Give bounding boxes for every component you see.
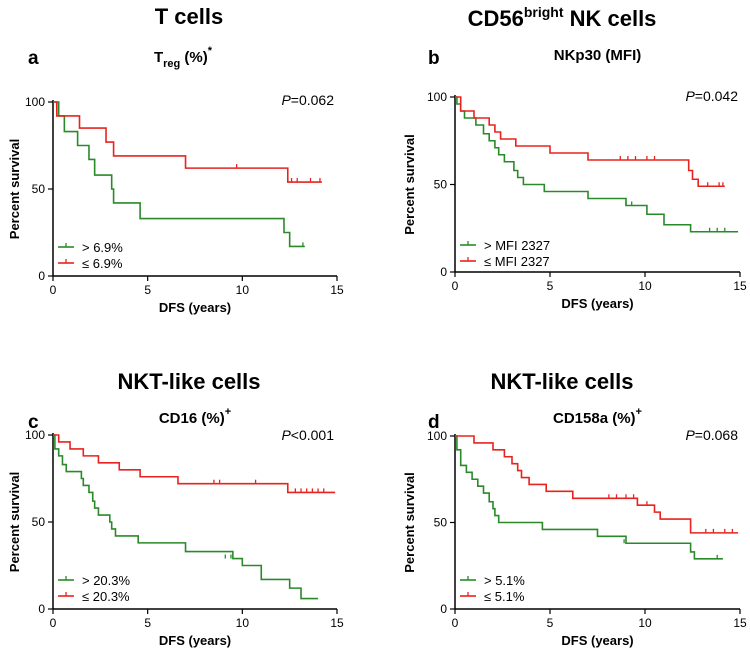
section-title-cd56-after: NK cells bbox=[563, 6, 656, 31]
p-value-number: =0.062 bbox=[291, 92, 334, 108]
subtitle-sup: + bbox=[636, 406, 642, 418]
panel-b: b NKp30 (MFI) 0 50 100 0 5 10 15 DFS (years) Perce… bbox=[402, 47, 747, 311]
p-value-number: =0.068 bbox=[695, 427, 738, 443]
panel-subtitle-a: Treg (%)* bbox=[154, 45, 213, 70]
y-axis-label: Percent survival bbox=[7, 139, 22, 239]
survival-curve-below bbox=[53, 101, 322, 183]
survival-curve-above bbox=[455, 96, 739, 233]
legend-label: ≤ 5.1% bbox=[484, 589, 525, 604]
legend-label: > 5.1% bbox=[484, 573, 525, 588]
subtitle-base: CD158a bbox=[553, 410, 609, 427]
p-value-symbol: P bbox=[281, 92, 291, 108]
subtitle-sup: * bbox=[208, 45, 213, 57]
x-tick-label: 15 bbox=[733, 279, 747, 293]
subtitle-rest: (%) bbox=[180, 49, 208, 66]
panel-subtitle-c: CD16 (%)+ bbox=[159, 406, 231, 427]
x-tick-label: 10 bbox=[236, 616, 250, 630]
section-title-nkt-right-text: NKT-like cells bbox=[490, 369, 633, 394]
y-tick-label: 100 bbox=[25, 428, 45, 442]
subtitle-sub: reg bbox=[163, 58, 180, 70]
subtitle-base: NKp30 (MFI) bbox=[554, 47, 642, 64]
survival-curve-below bbox=[455, 435, 739, 534]
x-tick-label: 5 bbox=[547, 616, 554, 630]
y-tick-label: 50 bbox=[434, 516, 448, 530]
panel-a: a Treg (%)* 0 50 100 0 5 10 15 DFS (years) Percent… bbox=[7, 45, 344, 315]
panel-letter-a: a bbox=[28, 48, 39, 69]
y-tick-label: 0 bbox=[38, 602, 45, 616]
legend-label: > 6.9% bbox=[82, 240, 123, 255]
x-axis-label: DFS (years) bbox=[159, 300, 231, 315]
legend-label: ≤ 6.9% bbox=[82, 256, 123, 271]
survival-curve-below bbox=[455, 96, 725, 188]
x-tick-label: 5 bbox=[144, 283, 151, 297]
section-title-tcells: T cells bbox=[155, 4, 223, 29]
p-value-number: =0.042 bbox=[695, 88, 738, 104]
legend-label: ≤ 20.3% bbox=[82, 589, 130, 604]
section-title-cd56-text: CD56 bbox=[468, 6, 524, 31]
section-title-nkt-right: NKT-like cells bbox=[490, 369, 633, 394]
p-value-symbol: P bbox=[685, 88, 695, 104]
p-value-number: <0.001 bbox=[291, 427, 334, 443]
x-tick-label: 5 bbox=[547, 279, 554, 293]
x-tick-label: 10 bbox=[638, 616, 652, 630]
subtitle-rest: (%) bbox=[608, 410, 636, 427]
survival-curve-above bbox=[455, 435, 723, 560]
x-axis-label: DFS (years) bbox=[561, 633, 633, 648]
section-title-nkt-left-text: NKT-like cells bbox=[117, 369, 260, 394]
x-tick-label: 10 bbox=[236, 283, 250, 297]
survival-curve-below bbox=[53, 434, 336, 494]
p-value-symbol: P bbox=[685, 427, 695, 443]
p-value-symbol: P bbox=[281, 427, 291, 443]
x-tick-label: 0 bbox=[50, 616, 57, 630]
x-tick-label: 0 bbox=[50, 283, 57, 297]
y-tick-label: 100 bbox=[427, 90, 447, 104]
p-value: P=0.068 bbox=[685, 427, 738, 443]
y-tick-label: 50 bbox=[32, 182, 46, 196]
y-tick-label: 50 bbox=[434, 178, 448, 192]
survival-curve-above bbox=[53, 434, 319, 600]
x-tick-label: 10 bbox=[638, 279, 652, 293]
x-tick-label: 0 bbox=[452, 279, 459, 293]
subtitle-rest: (%) bbox=[197, 410, 225, 427]
p-value: P=0.042 bbox=[685, 88, 738, 104]
x-tick-label: 5 bbox=[144, 616, 151, 630]
y-tick-label: 0 bbox=[440, 265, 447, 279]
subtitle-base: CD16 bbox=[159, 410, 197, 427]
subtitle-sup: + bbox=[225, 406, 231, 418]
x-axis-label: DFS (years) bbox=[159, 633, 231, 648]
y-axis-label: Percent survival bbox=[7, 472, 22, 572]
panel-subtitle-b: NKp30 (MFI) bbox=[554, 47, 642, 64]
section-title-cd56: CD56bright NK cells bbox=[468, 4, 657, 31]
y-axis-label: Percent survival bbox=[402, 134, 417, 234]
legend-label: > MFI 2327 bbox=[484, 238, 550, 253]
legend-label: > 20.3% bbox=[82, 573, 131, 588]
panel-letter-c: c bbox=[28, 412, 39, 433]
y-tick-label: 0 bbox=[440, 602, 447, 616]
x-axis-label: DFS (years) bbox=[561, 296, 633, 311]
y-tick-label: 100 bbox=[25, 95, 45, 109]
y-tick-label: 50 bbox=[32, 515, 46, 529]
x-tick-label: 15 bbox=[330, 616, 344, 630]
section-title-nkt-left: NKT-like cells bbox=[117, 369, 260, 394]
section-title-tcells-text: T cells bbox=[155, 4, 223, 29]
section-title-cd56-sup: bright bbox=[524, 4, 564, 20]
y-tick-label: 100 bbox=[427, 429, 447, 443]
panel-subtitle-d: CD158a (%)+ bbox=[553, 406, 642, 427]
panel-letter-b: b bbox=[428, 48, 440, 69]
y-tick-label: 0 bbox=[38, 269, 45, 283]
panel-letter-d: d bbox=[428, 412, 440, 433]
p-value: P<0.001 bbox=[281, 427, 334, 443]
x-tick-label: 0 bbox=[452, 616, 459, 630]
p-value: P=0.062 bbox=[281, 92, 334, 108]
subtitle-base: T bbox=[154, 49, 163, 66]
y-axis-label: Percent survival bbox=[402, 472, 417, 572]
x-tick-label: 15 bbox=[733, 616, 747, 630]
legend-label: ≤ MFI 2327 bbox=[484, 254, 550, 269]
survival-curve-above bbox=[53, 101, 305, 248]
x-tick-label: 15 bbox=[330, 283, 344, 297]
